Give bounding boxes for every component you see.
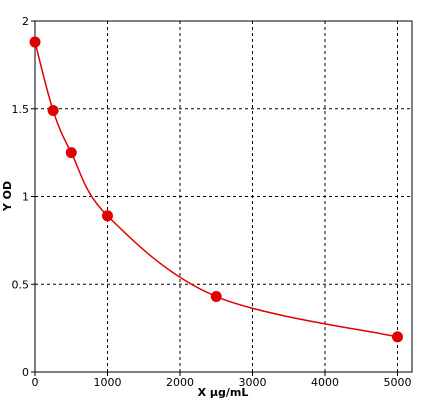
x-axis-title: X μg/mL <box>198 386 249 399</box>
y-tick-label: 0.5 <box>12 278 30 291</box>
x-tick-label: 1000 <box>94 376 122 389</box>
data-point <box>102 210 113 222</box>
y-tick-label: 2 <box>22 15 29 28</box>
data-point <box>210 291 222 303</box>
y-tick-label: 1.5 <box>12 103 30 116</box>
x-tick-label: 0 <box>32 376 39 389</box>
x-tick-label: 3000 <box>239 376 267 389</box>
y-axis-title: Y OD <box>1 181 14 212</box>
x-tick-label: 5000 <box>384 376 412 389</box>
plot-frame <box>34 20 413 373</box>
y-tick-label: 0 <box>22 366 29 379</box>
x-tick-label: 4000 <box>311 376 339 389</box>
data-point <box>47 105 59 117</box>
data-point <box>65 147 77 159</box>
x-tick-label: 2000 <box>166 376 194 389</box>
data-point <box>29 36 41 48</box>
data-point <box>392 331 403 343</box>
y-tick-label: 1 <box>22 191 29 204</box>
